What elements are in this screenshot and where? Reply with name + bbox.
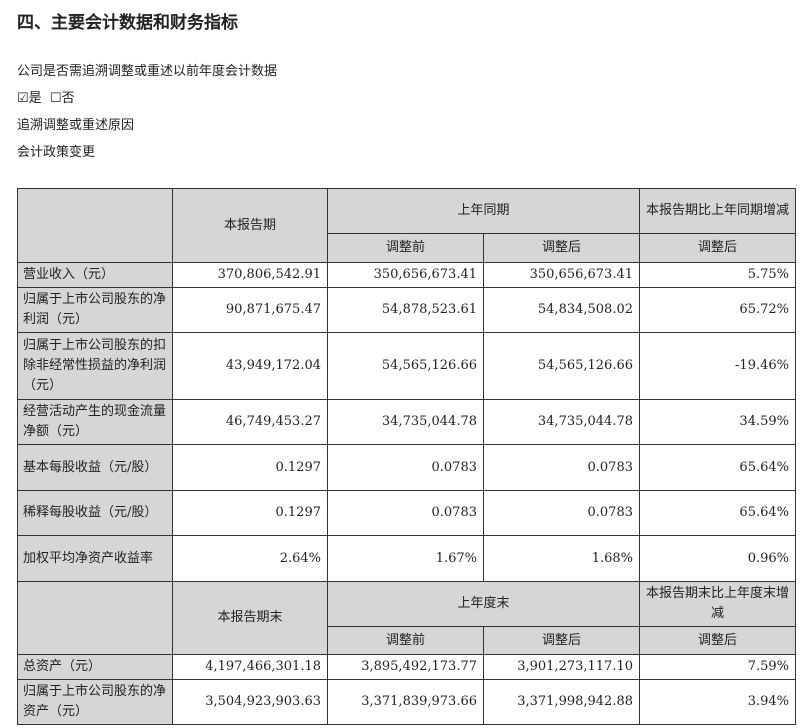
yes-no-options: ☑是 ☐否 [17, 87, 75, 106]
after-value: 0.0783 [483, 490, 640, 536]
before-value: 34,735,044.78 [327, 399, 484, 445]
row-label: 归属于上市公司股东的净利润（元） [17, 287, 173, 333]
current-value: 0.1297 [172, 444, 328, 491]
after-value: 3,371,998,942.88 [483, 679, 640, 725]
change-value: -19.46% [639, 332, 796, 400]
header2-change-after: 调整后 [639, 626, 796, 655]
table-row: 经营活动产生的现金流量净额（元） 46,749,453.27 34,735,044.… [17, 399, 796, 445]
after-value: 34,735,044.78 [483, 399, 640, 445]
header2-blank [17, 581, 173, 655]
before-value: 0.0783 [327, 444, 484, 491]
header2-before: 调整前 [327, 626, 484, 655]
after-value: 0.0783 [483, 444, 640, 491]
change-value: 65.64% [639, 490, 796, 536]
yes-checkbox[interactable]: ☑ [17, 91, 29, 106]
row-label: 经营活动产生的现金流量净额（元） [17, 399, 173, 445]
header-before: 调整前 [327, 233, 484, 263]
before-value: 54,878,523.61 [327, 287, 484, 333]
after-value: 54,565,126.66 [483, 332, 640, 400]
current-value: 2.64% [172, 535, 328, 582]
header2-change: 本报告期末比上年度末增减 [639, 581, 796, 627]
before-value: 3,895,492,173.77 [327, 654, 484, 680]
change-value: 65.64% [639, 444, 796, 491]
question-text: 公司是否需追溯调整或重述以前年度会计数据 [17, 64, 278, 79]
before-value: 1.67% [327, 535, 484, 582]
financial-table: 本报告期 上年同期 本报告期比上年同期增减 调整前 调整后 调整后 营业收入（元… [17, 188, 796, 725]
row-label: 营业收入（元） [17, 262, 173, 288]
table-row: 归属于上市公司股东的净利润（元） 90,871,675.47 54,878,523.… [17, 287, 796, 333]
change-value: 34.59% [639, 399, 796, 445]
current-value: 370,806,542.91 [172, 262, 328, 288]
table-row: 营业收入（元） 370,806,542.91 350,656,673.41 350,6… [17, 262, 796, 288]
header2-after: 调整后 [483, 626, 640, 655]
before-value: 350,656,673.41 [327, 262, 484, 288]
current-value: 90,871,675.47 [172, 287, 328, 333]
row-label: 加权平均净资产收益率 [17, 535, 173, 582]
header-after: 调整后 [483, 233, 640, 263]
before-value: 54,565,126.66 [327, 332, 484, 400]
change-value: 7.59% [639, 654, 796, 680]
section-title: 四、主要会计数据和财务指标 [17, 13, 238, 33]
header-change: 本报告期比上年同期增减 [639, 188, 796, 234]
row-label: 归属于上市公司股东的净资产（元） [17, 679, 173, 725]
after-value: 1.68% [483, 535, 640, 582]
before-value: 3,371,839,973.66 [327, 679, 484, 725]
header2-prior: 上年度末 [327, 581, 640, 627]
row-label: 稀释每股收益（元/股） [17, 490, 173, 536]
table-row: 基本每股收益（元/股） 0.1297 0.0783 0.0783 65.64% [17, 444, 796, 491]
reason-text: 会计政策变更 [17, 145, 96, 160]
header2-current: 本报告期末 [172, 581, 328, 655]
table-row: 加权平均净资产收益率 2.64% 1.67% 1.68% 0.96% [17, 535, 796, 582]
row-label: 基本每股收益（元/股） [17, 444, 173, 491]
no-label: 否 [61, 91, 75, 106]
row-label: 归属于上市公司股东的扣除非经常性损益的净利润（元） [17, 332, 173, 400]
after-value: 3,901,273,117.10 [483, 654, 640, 680]
change-value: 65.72% [639, 287, 796, 333]
no-checkbox[interactable]: ☐ [49, 91, 62, 106]
current-value: 46,749,453.27 [172, 399, 328, 445]
current-value: 3,504,923,903.63 [172, 679, 328, 725]
current-value: 43,949,172.04 [172, 332, 328, 400]
row-label: 总资产（元） [17, 654, 173, 680]
change-value: 0.96% [639, 535, 796, 582]
reason-label: 追溯调整或重述原因 [17, 118, 135, 133]
after-value: 350,656,673.41 [483, 262, 640, 288]
current-value: 0.1297 [172, 490, 328, 536]
table-row: 归属于上市公司股东的扣除非经常性损益的净利润（元） 43,949,172.04 54… [17, 332, 796, 400]
table-row: 稀释每股收益（元/股） 0.1297 0.0783 0.0783 65.64% [17, 490, 796, 536]
header-current: 本报告期 [172, 188, 328, 263]
header-prior: 上年同期 [327, 188, 640, 234]
change-value: 3.94% [639, 679, 796, 725]
after-value: 54,834,508.02 [483, 287, 640, 333]
header-change-after: 调整后 [639, 233, 796, 263]
table-row: 归属于上市公司股东的净资产（元） 3,504,923,903.63 3,371,83… [17, 679, 796, 725]
current-value: 4,197,466,301.18 [172, 654, 328, 680]
yes-label: 是 [28, 91, 42, 106]
header-blank [17, 188, 173, 263]
before-value: 0.0783 [327, 490, 484, 536]
table-row: 总资产（元） 4,197,466,301.18 3,895,492,173.77 3,… [17, 654, 796, 680]
change-value: 5.75% [639, 262, 796, 288]
